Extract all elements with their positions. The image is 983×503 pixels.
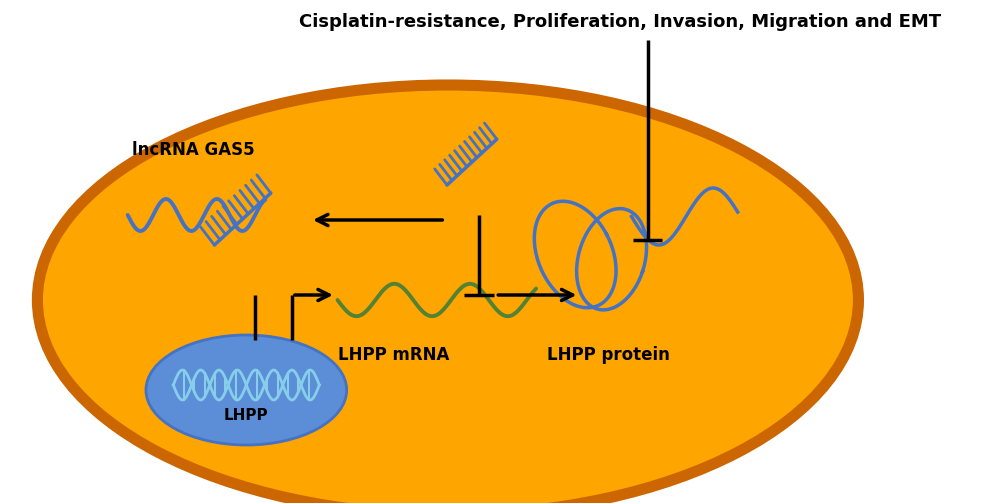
Text: LHPP protein: LHPP protein	[548, 346, 670, 364]
Text: Cisplatin-resistance, Proliferation, Invasion, Migration and EMT: Cisplatin-resistance, Proliferation, Inv…	[299, 13, 942, 31]
Ellipse shape	[145, 335, 347, 445]
Text: LHPP mRNA: LHPP mRNA	[337, 346, 449, 364]
Text: LHPP: LHPP	[224, 407, 268, 423]
Text: lncRNA GAS5: lncRNA GAS5	[133, 141, 255, 159]
Ellipse shape	[37, 85, 858, 503]
